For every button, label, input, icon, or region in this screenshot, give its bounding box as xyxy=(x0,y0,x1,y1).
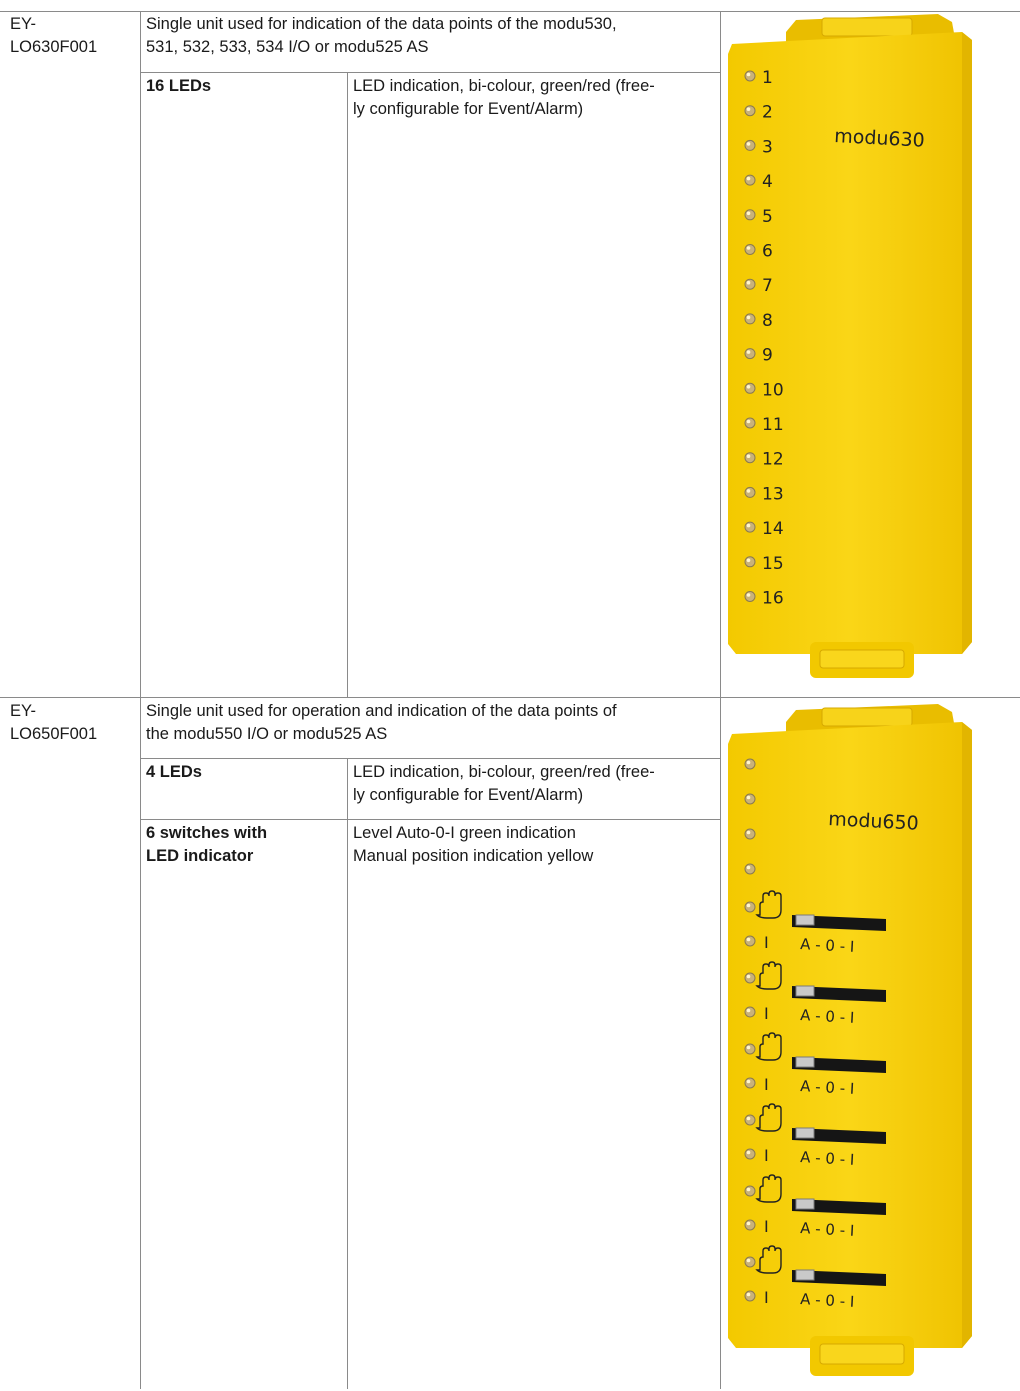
led-icon xyxy=(745,1149,755,1159)
led-number-label: 5 xyxy=(762,207,773,227)
led-icon xyxy=(745,210,755,220)
led-icon xyxy=(745,487,755,497)
row1-desc-rule xyxy=(140,72,720,73)
led-icon xyxy=(745,829,755,839)
image-column-divider xyxy=(720,11,721,1389)
product-code: EY- LO650F001 xyxy=(10,700,97,746)
led-icon xyxy=(745,522,755,532)
led-icon xyxy=(745,314,755,324)
led-number-label: 14 xyxy=(762,519,784,539)
on-position-label: I xyxy=(764,1288,769,1307)
led-icon xyxy=(745,71,755,81)
led-icon xyxy=(745,592,755,602)
product-description: Single unit used for indication of the d… xyxy=(146,13,718,59)
led-number-label: 9 xyxy=(762,346,773,366)
led-number-label: 8 xyxy=(762,311,773,331)
led-icon xyxy=(745,175,755,185)
on-position-label: I xyxy=(764,1146,769,1165)
led-number-label: 2 xyxy=(762,103,773,123)
switch-position-label: A - 0 - I xyxy=(800,1148,855,1169)
led-icon xyxy=(745,1257,755,1267)
led-icon xyxy=(745,1078,755,1088)
led-number-label: 6 xyxy=(762,242,773,262)
row2-desc-rule xyxy=(140,758,720,759)
led-icon xyxy=(745,1220,755,1230)
led-icon xyxy=(745,140,755,150)
feature-name: 4 LEDs xyxy=(146,761,344,784)
led-number-label: 15 xyxy=(762,554,784,574)
led-number-label: 4 xyxy=(762,172,773,192)
led-icon xyxy=(745,383,755,393)
feature-name: 6 switches with LED indicator xyxy=(146,822,344,868)
on-position-label: I xyxy=(764,1217,769,1236)
switch-position-label: A - 0 - I xyxy=(800,1219,855,1240)
led-number-label: 16 xyxy=(762,589,784,609)
feature-detail: LED indication, bi-colour, green/red (fr… xyxy=(353,75,718,121)
led-icon xyxy=(745,279,755,289)
led-number-label: 13 xyxy=(762,484,784,504)
led-number-label: 3 xyxy=(762,137,773,157)
switch-position-label: A - 0 - I xyxy=(800,935,855,956)
product-description: Single unit used for operation and indic… xyxy=(146,700,718,746)
led-icon xyxy=(745,1044,755,1054)
led-icon xyxy=(745,973,755,983)
led-number-label: 7 xyxy=(762,276,773,296)
led-icon xyxy=(745,349,755,359)
led-number-label: 1 xyxy=(762,68,773,88)
led-number-label: 10 xyxy=(762,380,784,400)
row2-feature-divider xyxy=(347,758,348,1389)
led-icon xyxy=(745,794,755,804)
feature-detail: LED indication, bi-colour, green/red (fr… xyxy=(353,761,718,807)
switch-position-label: A - 0 - I xyxy=(800,1006,855,1027)
feature-detail: Level Auto-0-I green indication Manual p… xyxy=(353,822,718,868)
code-column-divider xyxy=(140,11,141,1389)
on-position-label: I xyxy=(764,933,769,952)
switch-position-label: A - 0 - I xyxy=(800,1290,855,1311)
feature-name: 16 LEDs xyxy=(146,75,344,98)
led-icon xyxy=(745,902,755,912)
led-icon xyxy=(745,936,755,946)
product-code: EY- LO630F001 xyxy=(10,13,97,59)
led-icon xyxy=(745,1007,755,1017)
on-position-label: I xyxy=(764,1075,769,1094)
led-icon xyxy=(745,1115,755,1125)
modu630-module-image: modu630 1 2 3 4 5 6 7 8 9 10 11 12 13 14 15 16 xyxy=(726,14,1018,696)
led-icon xyxy=(745,557,755,567)
led-icon xyxy=(745,864,755,874)
on-position-label: I xyxy=(764,1004,769,1023)
row1-feature-divider xyxy=(347,72,348,697)
table-top-rule xyxy=(0,11,1020,12)
row2-feature-rule xyxy=(140,819,720,820)
row-divider xyxy=(0,697,1020,698)
led-icon xyxy=(745,759,755,769)
led-icon xyxy=(745,1186,755,1196)
led-icon xyxy=(745,418,755,428)
led-icon xyxy=(745,453,755,463)
switch-position-label: A - 0 - I xyxy=(800,1077,855,1098)
led-number-label: 11 xyxy=(762,415,784,435)
led-icon xyxy=(745,106,755,116)
led-number-label: 12 xyxy=(762,450,784,470)
led-icon xyxy=(745,245,755,255)
led-icon xyxy=(745,1291,755,1301)
